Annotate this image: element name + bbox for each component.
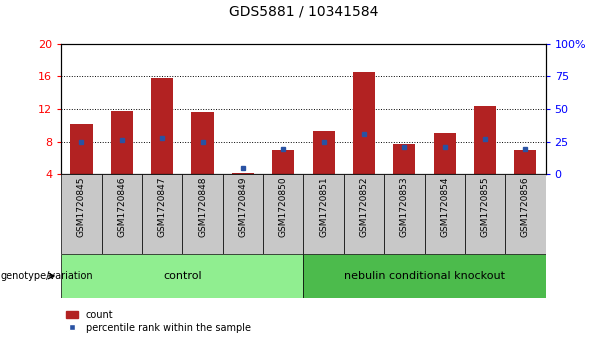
Text: GSM1720845: GSM1720845 — [77, 177, 86, 237]
Bar — [303, 174, 344, 254]
Text: GSM1720850: GSM1720850 — [279, 177, 287, 237]
Bar — [303, 254, 546, 298]
Text: GSM1720856: GSM1720856 — [521, 177, 530, 237]
Bar — [344, 174, 384, 254]
Text: GSM1720849: GSM1720849 — [238, 177, 248, 237]
Text: GSM1720852: GSM1720852 — [359, 177, 368, 237]
Legend: count, percentile rank within the sample: count, percentile rank within the sample — [66, 310, 251, 333]
Text: nebulin conditional knockout: nebulin conditional knockout — [344, 271, 505, 281]
Bar — [424, 174, 465, 254]
Bar — [353, 72, 375, 174]
Bar — [433, 132, 456, 174]
Text: GSM1720846: GSM1720846 — [117, 177, 126, 237]
Text: GSM1720853: GSM1720853 — [400, 177, 409, 237]
Text: GSM1720855: GSM1720855 — [481, 177, 490, 237]
Text: GSM1720847: GSM1720847 — [158, 177, 167, 237]
Bar — [102, 174, 142, 254]
Bar — [111, 111, 133, 174]
Bar — [272, 150, 294, 174]
Bar — [465, 174, 505, 254]
Text: GSM1720854: GSM1720854 — [440, 177, 449, 237]
Text: genotype/variation: genotype/variation — [1, 271, 93, 281]
Bar — [232, 172, 254, 174]
Bar — [474, 106, 496, 174]
Bar — [263, 174, 303, 254]
Bar — [61, 254, 303, 298]
Text: control: control — [163, 271, 202, 281]
Bar — [223, 174, 263, 254]
Bar — [393, 144, 416, 174]
Bar — [183, 174, 223, 254]
Bar — [70, 123, 93, 174]
Bar — [505, 174, 546, 254]
Bar — [313, 131, 335, 174]
Text: GSM1720851: GSM1720851 — [319, 177, 328, 237]
Text: GSM1720848: GSM1720848 — [198, 177, 207, 237]
Bar — [514, 150, 536, 174]
Bar — [384, 174, 425, 254]
Text: GDS5881 / 10341584: GDS5881 / 10341584 — [229, 4, 378, 18]
Bar — [61, 174, 102, 254]
Bar — [142, 174, 183, 254]
Bar — [151, 78, 173, 174]
Bar — [191, 112, 214, 174]
